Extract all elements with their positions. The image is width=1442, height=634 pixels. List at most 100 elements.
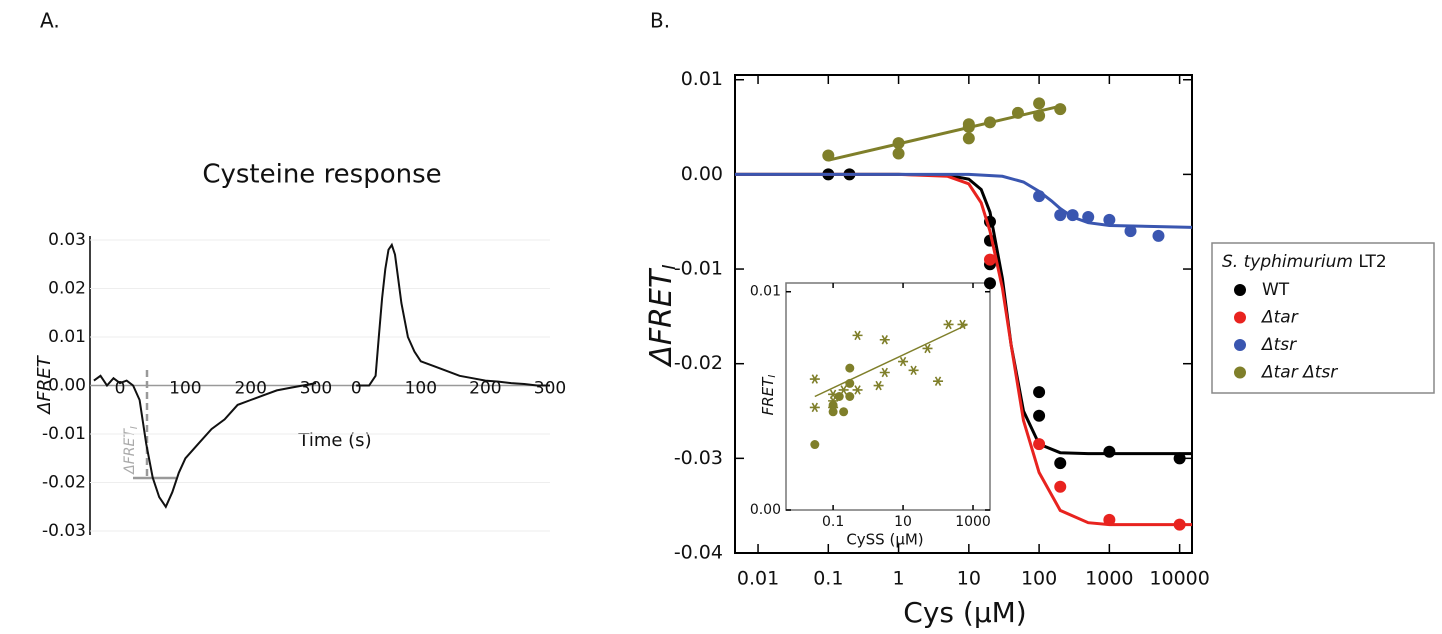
point [839,407,849,417]
legend-label: Δtar [1260,308,1299,328]
x-tick-label: 100 [405,379,437,399]
y-tick-label: -0.01 [42,424,86,444]
x-tick-label: 1000 [1085,568,1133,590]
legend-marker [1234,366,1246,379]
y-tick-label: -0.04 [674,542,723,564]
annotation: ΔFRETI [122,426,140,475]
point [845,378,855,388]
inset-frame [785,282,991,511]
point [828,407,838,417]
x-tick-label: 200 [469,379,501,399]
x-tick-label: 0 [115,379,126,399]
fit-line [827,104,1061,162]
y-tick-label: 0.03 [48,230,86,250]
x-tick-label: 0.01 [737,568,779,590]
trace-line [93,374,317,509]
y-tick-label: -0.03 [42,521,86,541]
star-point [828,389,839,400]
legend-title: S. typhimurium LT2 [1222,252,1387,272]
point [983,253,996,266]
point [1054,480,1067,493]
star-point [879,367,890,378]
y-axis-label: ΔFRET [34,354,55,416]
y-tick-label: -0.02 [42,473,86,493]
point [1082,210,1095,223]
star-point [852,385,863,395]
point [1103,213,1116,226]
point [1103,445,1116,458]
legend-label: Δtar Δtsr [1260,363,1338,383]
point [983,116,996,129]
point [1033,97,1046,110]
point [1033,190,1046,203]
trace-line [356,242,550,387]
point [892,137,905,150]
x-tick-label: 0.1 [813,568,843,590]
x-axis-label: Cys (μM) [903,596,1026,629]
fit-line [735,172,1193,229]
point [1033,386,1046,399]
y-tick-label: 0.02 [48,279,86,299]
point [1011,106,1024,119]
x-tick-label: 10000 [1149,568,1209,590]
legend-marker [1234,311,1246,324]
y-tick-label: -0.02 [674,352,723,374]
star-point [838,385,849,395]
x-tick-label: 200 [234,379,266,399]
point [1152,229,1165,242]
y-tick-label: 0.00 [48,376,86,396]
y-tick-label: 0.00 [750,502,781,518]
y-tick-label: 0.01 [681,68,723,90]
point [845,363,855,373]
y-tick-label: -0.03 [674,447,723,469]
star-point [922,343,933,354]
star-point [908,365,919,376]
star-point [898,356,909,367]
annotation-sub: I [129,426,140,429]
star-point [879,335,890,345]
point [1054,457,1067,470]
point [962,118,975,131]
legend-marker [1234,284,1246,296]
x-tick-label: 0 [351,379,362,399]
star-point [873,380,884,391]
point [983,277,996,290]
point [1066,209,1079,222]
point [892,147,905,160]
point [1103,513,1116,526]
legend-label: WT [1262,280,1290,300]
y-tick-label: 0.00 [681,163,723,185]
chart-title: Cysteine response [202,160,441,190]
x-tick-label: 300 [534,379,566,399]
y-label-sub: I [767,375,778,378]
point [1054,103,1067,116]
point [1033,109,1046,122]
panel-label: A. [40,9,60,33]
star-point [957,319,968,330]
fit-line [814,323,968,398]
point [1173,452,1186,465]
panel-label: B. [650,9,670,33]
y-tick-label: 0.01 [750,284,781,300]
point [1054,209,1067,222]
y-axis-label: FRETI [759,375,779,416]
x-tick-label: 0.1 [822,514,844,530]
y-label-text: FRET [759,376,777,416]
x-tick-label: 100 [1021,568,1057,590]
y-tick-label: -0.01 [674,258,723,280]
plot-frame [734,74,1193,554]
point [962,132,975,145]
x-tick-label: 1000 [955,514,991,530]
point [1033,438,1046,451]
point [822,149,835,162]
star-point [809,402,820,413]
point [1124,225,1137,238]
x-tick-label: 300 [300,379,332,399]
legend-box [1211,242,1435,394]
star-point [933,376,944,386]
star-point [809,374,820,384]
point [1173,518,1186,531]
point [845,392,855,401]
x-tick-label: 1 [893,568,905,590]
